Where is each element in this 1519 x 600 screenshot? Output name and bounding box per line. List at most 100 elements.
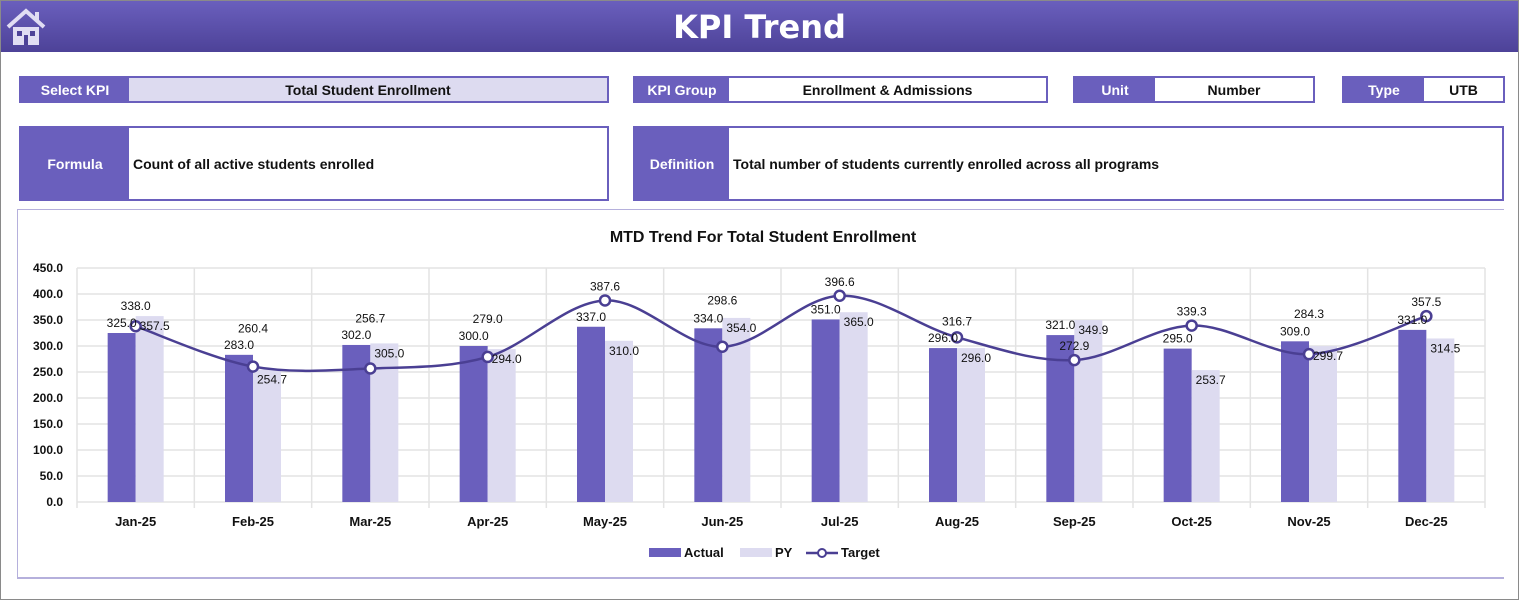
actual-data-label: 302.0 [341,328,371,342]
target-data-label: 272.9 [1059,339,1089,353]
formula-value: Count of all active students enrolled [133,155,375,172]
actual-data-label: 321.0 [1045,318,1075,332]
py-data-label: 299.7 [1313,349,1343,363]
bar-py [1074,320,1103,502]
bar-actual [1281,341,1309,502]
x-tick-label: Oct-25 [1171,514,1211,529]
target-line [135,294,1427,373]
actual-data-label: 295.0 [1163,332,1193,346]
x-tick-label: Sep-25 [1053,514,1096,529]
actual-data-label: 309.0 [1280,324,1310,338]
x-tick-label: Nov-25 [1287,514,1330,529]
actual-data-label: 325.0 [107,316,137,330]
target-marker [1302,347,1316,361]
unit-value: Number [1155,78,1313,101]
target-data-label: 284.3 [1294,307,1324,321]
bar-py [487,349,516,502]
bar-actual [459,346,488,502]
py-data-label: 253.7 [1196,373,1226,387]
y-tick-label: 0.0 [46,495,63,509]
bar-actual [811,319,840,502]
page-title: KPI Trend [673,7,846,46]
formula-box: Formula Count of all active students enr… [19,126,609,201]
formula-label: Formula [21,128,129,199]
actual-data-label: 283.0 [224,338,254,352]
x-tick-label: Jun-25 [701,514,743,529]
py-data-label: 296.0 [961,351,991,365]
target-marker [716,340,729,353]
target-data-label: 387.6 [590,279,620,293]
target-data-label: 298.6 [707,294,737,308]
x-tick-label: Jan-25 [115,514,156,529]
bar-py [839,312,868,502]
actual-data-label: 296.0 [928,331,958,345]
bar-py [135,316,164,502]
type-value: UTB [1424,78,1503,101]
type-field: Type UTB [1342,76,1505,103]
target-marker [481,350,494,364]
legend-py-swatch [740,548,772,557]
select-kpi-label: Select KPI [21,78,129,101]
y-tick-label: 400.0 [33,287,63,301]
py-data-label: 310.0 [609,344,639,358]
x-tick-label: Dec-25 [1405,514,1448,529]
bar-actual [1163,348,1192,502]
y-tick-label: 450.0 [33,261,63,275]
kpi-group-field: KPI Group Enrollment & Admissions [633,76,1048,103]
chart-title: MTD Trend For Total Student Enrollment [610,229,917,246]
target-marker [129,319,142,333]
bar-actual [225,354,253,502]
legend-actual-label: Actual [684,545,724,560]
y-tick-label: 150.0 [33,417,63,431]
target-data-label: 396.6 [825,275,855,289]
type-label: Type [1344,78,1424,101]
target-data-label: 279.0 [473,312,503,326]
bar-py [605,340,633,502]
target-marker [598,294,612,307]
header-bar: KPI Trend [1,1,1518,52]
select-kpi-field[interactable]: Select KPI Total Student Enrollment [19,76,609,103]
bar-py [253,369,281,502]
unit-field: Unit Number [1073,76,1315,103]
definition-value: Total number of students currently enrol… [733,155,1160,172]
target-data-label: 316.7 [942,314,972,328]
py-data-label: 357.5 [140,319,170,333]
bar-actual [107,333,136,502]
mtd-trend-chart: MTD Trend For Total Student Enrollment 0… [33,229,1486,560]
x-tick-label: May-25 [583,514,627,529]
y-tick-label: 50.0 [40,469,64,483]
select-kpi-dropdown[interactable]: Total Student Enrollment [129,78,607,101]
target-data-label: 260.4 [238,322,268,336]
bar-actual [694,328,723,502]
y-tick-label: 300.0 [33,339,63,353]
target-marker [1068,353,1081,367]
definition-label: Definition [635,128,729,199]
py-data-label: 349.9 [1078,323,1108,337]
y-tick-label: 200.0 [33,391,63,405]
chart-container: MTD Trend For Total Student Enrollment 0… [17,209,1504,579]
target-marker [950,331,964,344]
py-data-label: 305.0 [374,346,404,360]
target-marker [833,289,846,303]
definition-box: Definition Total number of students curr… [633,126,1504,201]
target-data-label: 256.7 [355,312,385,326]
legend-actual-swatch [649,548,681,557]
target-marker [246,360,260,373]
actual-data-label: 334.0 [693,311,723,325]
py-data-label: 314.5 [1430,341,1460,355]
target-marker [1420,309,1433,323]
py-data-label: 294.0 [492,352,522,366]
legend-py-label: PY [775,545,793,560]
target-data-label: 338.0 [121,299,151,313]
x-tick-label: Mar-25 [349,514,391,529]
bar-actual [1398,329,1427,502]
legend-target-label: Target [841,545,880,560]
target-data-label: 357.5 [1411,295,1441,309]
y-tick-label: 250.0 [33,365,63,379]
x-tick-label: Apr-25 [467,514,508,529]
actual-data-label: 351.0 [811,302,841,316]
home-icon[interactable] [5,7,47,47]
x-tick-label: Feb-25 [232,514,274,529]
bar-py [1309,346,1337,502]
actual-data-label: 331.0 [1397,313,1427,327]
